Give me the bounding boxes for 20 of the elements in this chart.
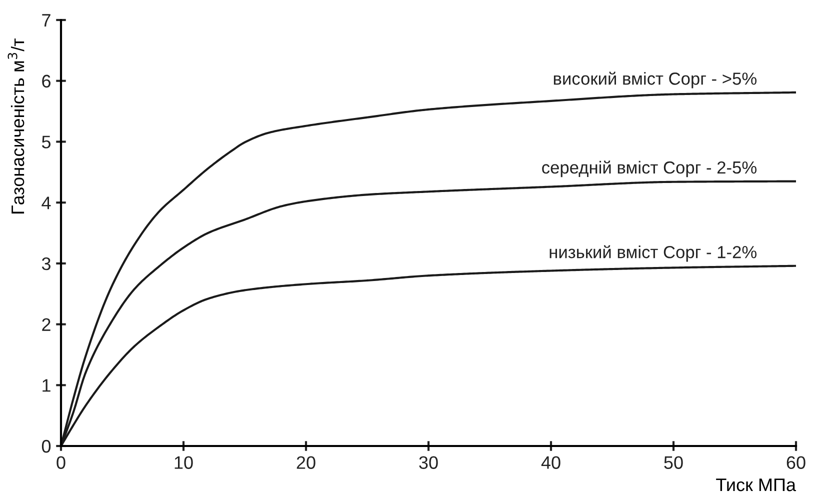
x-tick-label: 60 [786, 456, 806, 469]
y-tick-label: 2 [42, 318, 50, 331]
y-tick-label: 5 [42, 136, 51, 148]
x-tick-label: 20 [296, 456, 316, 469]
x-tick-label: 50 [664, 456, 683, 469]
series-label: середній вміст Сорг - 2-5% [542, 160, 757, 178]
y-tick-label: 3 [42, 257, 50, 270]
y-axis-title: Газонасиченість м$^{3}$/т [8, 38, 24, 214]
x-tick-label: 30 [419, 456, 438, 469]
y-tick-label: 0 [42, 440, 51, 453]
x-axis-title: Тиск МПа [716, 478, 796, 492]
x-tick-label: 0 [56, 456, 66, 469]
y-tick-label: 1 [42, 379, 50, 392]
y-tick-label: 7 [42, 14, 50, 27]
series-label: високий вміст Сорг - >5% [554, 72, 756, 88]
y-tick-label: 4 [42, 196, 51, 210]
x-tick-label: 10 [174, 456, 193, 469]
x-tick-label: 40 [541, 456, 560, 469]
y-tick-label: 6 [42, 74, 50, 88]
series-label: низький вміст Сорг - 1-2% [550, 245, 757, 262]
